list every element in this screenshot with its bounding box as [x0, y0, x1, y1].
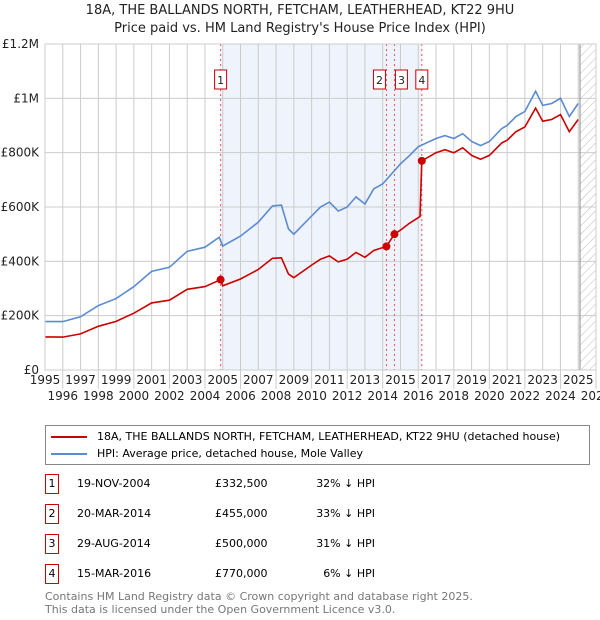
y-tick-label: £200K — [1, 309, 41, 323]
legend-swatch-hpi — [51, 452, 87, 455]
footer-licence: This data is licensed under the Open Gov… — [45, 603, 396, 616]
y-tick-label: £800K — [1, 146, 41, 160]
sale-point — [216, 275, 225, 284]
footer-copyright: Contains HM Land Registry data © Crown c… — [45, 590, 473, 603]
sale-point — [417, 156, 426, 165]
sale-row: 3 29-AUG-2014 £500,000 31% ↓ HPI — [45, 534, 445, 556]
x-tick-label: 2007 — [243, 373, 274, 387]
sale-number: 2 — [45, 504, 59, 524]
x-tick-label: 2022 — [510, 389, 541, 403]
sale-hpi-diff: 31% ↓ HPI — [316, 537, 375, 550]
sale-point — [390, 230, 399, 239]
property-price-line — [44, 106, 579, 338]
plot-frame — [44, 43, 597, 371]
sale-marker-number: 1 — [217, 74, 224, 87]
x-tick-label: 2024 — [545, 389, 576, 403]
legend-swatch-property — [51, 435, 87, 438]
x-tick-label: 2005 — [207, 373, 238, 387]
sale-number: 4 — [45, 564, 59, 584]
x-tick-label: 2020 — [474, 389, 505, 403]
x-tick-label: 2004 — [190, 389, 221, 403]
x-tick-label: 2011 — [314, 373, 345, 387]
sale-number: 1 — [45, 474, 59, 494]
sale-marker-box — [372, 69, 386, 90]
sale-row: 2 20-MAR-2014 £455,000 33% ↓ HPI — [45, 504, 445, 526]
x-tick-label: 2015 — [385, 373, 416, 387]
sale-price: £500,000 — [215, 537, 268, 550]
sale-marker-number: 4 — [418, 74, 425, 87]
sale-price: £770,000 — [215, 567, 268, 580]
x-tick-label: 2012 — [332, 389, 363, 403]
x-tick-label: 2018 — [439, 389, 470, 403]
sale-marker-number: 2 — [376, 74, 383, 87]
sale-marker-box — [214, 69, 228, 90]
sale-marker-number: 3 — [398, 74, 405, 87]
sale-hpi-diff: 33% ↓ HPI — [316, 507, 375, 520]
legend-label-property: 18A, THE BALLANDS NORTH, FETCHAM, LEATHE… — [97, 430, 561, 443]
x-tick-label: 2001 — [136, 373, 167, 387]
x-tick-label: 1997 — [65, 373, 96, 387]
y-tick-label: £0 — [24, 363, 39, 377]
sale-marker-box — [394, 69, 408, 90]
sale-hpi-diff: 32% ↓ HPI — [316, 477, 375, 490]
chart-title: 18A, THE BALLANDS NORTH, FETCHAM, LEATHE… — [85, 3, 515, 18]
y-tick-label: £1M — [13, 91, 39, 105]
x-tick-label: 2002 — [154, 389, 185, 403]
x-tick-label: 2019 — [456, 373, 487, 387]
x-tick-label: 1998 — [83, 389, 114, 403]
x-tick-label: 2000 — [119, 389, 150, 403]
x-tick-label: 2023 — [527, 373, 558, 387]
hpi-line — [45, 89, 579, 323]
sale-price: £455,000 — [215, 507, 268, 520]
x-tick-label: 2006 — [225, 389, 256, 403]
legend: 18A, THE BALLANDS NORTH, FETCHAM, LEATHE… — [45, 425, 590, 465]
sale-date: 20-MAR-2014 — [77, 507, 152, 520]
sale-date: 29-AUG-2014 — [77, 537, 151, 550]
x-tick-label: 2008 — [261, 389, 292, 403]
x-tick-label: 1999 — [101, 373, 132, 387]
x-tick-label: 2003 — [172, 373, 203, 387]
price-chart: 1995 1996 1997 1998 1999 2000 2001 2002 2003 2004… — [1, 37, 600, 403]
sale-point — [382, 242, 391, 251]
x-tick-label: 2010 — [296, 389, 327, 403]
x-tick-label: 2026 — [581, 389, 600, 403]
x-tick-label: 2021 — [492, 373, 523, 387]
sale-number: 3 — [45, 534, 59, 554]
sale-hpi-diff: 6% ↓ HPI — [323, 567, 375, 580]
x-tick-label: 2025 — [563, 373, 594, 387]
sale-price: £332,500 — [215, 477, 268, 490]
x-tick-label: 1996 — [48, 389, 79, 403]
x-tick-label: 1995 — [30, 373, 61, 387]
footer: Contains HM Land Registry data © Crown c… — [45, 590, 473, 616]
x-tick-label: 2009 — [279, 373, 310, 387]
y-tick-label: £1.2M — [2, 37, 39, 51]
x-tick-label: 2013 — [350, 373, 381, 387]
sale-marker-box — [415, 69, 429, 90]
x-tick-label: 2016 — [403, 389, 434, 403]
legend-label-hpi: HPI: Average price, detached house, Mole… — [97, 447, 363, 460]
chart-subtitle: Price paid vs. HM Land Registry's House … — [114, 21, 486, 36]
sale-row: 4 15-MAR-2016 £770,000 6% ↓ HPI — [45, 564, 445, 586]
sale-date: 15-MAR-2016 — [77, 567, 152, 580]
x-tick-label: 2014 — [367, 389, 398, 403]
y-tick-label: £400K — [1, 254, 41, 268]
x-tick-label: 2017 — [421, 373, 452, 387]
y-tick-label: £600K — [1, 200, 41, 214]
sale-row: 1 19-NOV-2004 £332,500 32% ↓ HPI — [45, 474, 445, 496]
sale-date: 19-NOV-2004 — [77, 477, 151, 490]
